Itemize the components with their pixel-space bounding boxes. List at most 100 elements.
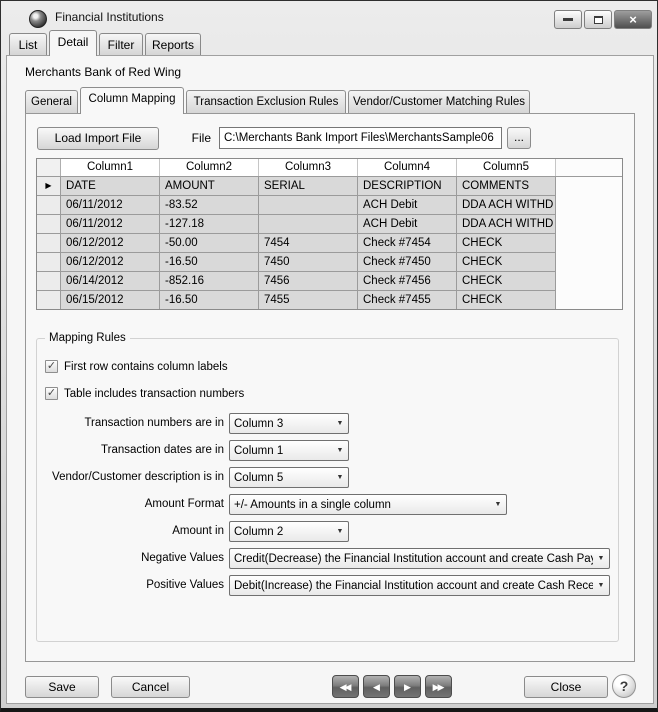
minimize-icon [563, 18, 573, 21]
table-cell[interactable]: ACH Debit [358, 196, 457, 215]
table-cell[interactable]: CHECK [457, 234, 556, 253]
row-selector-cell[interactable] [37, 253, 61, 272]
grid-header-filler [556, 159, 622, 176]
table-cell[interactable] [259, 215, 358, 234]
tab-detail[interactable]: Detail [49, 30, 97, 56]
close-button[interactable]: Close [524, 676, 608, 698]
table-row[interactable]: 06/11/2012 -83.52 ACH Debit DDA ACH WITH… [37, 196, 622, 215]
first-row-labels-checkbox[interactable]: ✓ [45, 360, 58, 373]
column-header[interactable]: Column4 [358, 159, 457, 176]
table-cell[interactable]: 06/15/2012 [61, 291, 160, 309]
amount-in-select[interactable]: Column 2 ▼ [229, 521, 349, 542]
file-path-input[interactable] [219, 127, 502, 149]
tab-list[interactable]: List [9, 33, 47, 55]
table-cell[interactable] [259, 196, 358, 215]
transaction-numbers-checkbox[interactable]: ✓ [45, 387, 58, 400]
table-cell[interactable]: SERIAL [259, 177, 358, 196]
grid-selector-header[interactable] [37, 159, 61, 176]
table-cell[interactable]: CHECK [457, 272, 556, 291]
minimize-button[interactable] [554, 10, 582, 29]
table-cell[interactable]: 7450 [259, 253, 358, 272]
tab-transaction-exclusion-rules[interactable]: Transaction Exclusion Rules [186, 90, 346, 113]
row-selector-cell[interactable] [37, 196, 61, 215]
row-selector-cell[interactable] [37, 291, 61, 309]
table-cell[interactable]: 06/12/2012 [61, 234, 160, 253]
tab-reports[interactable]: Reports [145, 33, 201, 55]
transaction-numbers-checkbox-label[interactable]: Table includes transaction numbers [64, 387, 245, 400]
table-cell[interactable]: -127.18 [160, 215, 259, 234]
vendor-customer-description-select[interactable]: Column 5 ▼ [229, 467, 349, 488]
previous-record-button[interactable]: ◀ [363, 675, 390, 698]
table-row[interactable]: 06/12/2012 -16.50 7450 Check #7450 CHECK [37, 253, 622, 272]
tab-general[interactable]: General [25, 90, 78, 113]
grid-row-filler [556, 291, 622, 309]
table-row[interactable]: 06/11/2012 -127.18 ACH Debit DDA ACH WIT… [37, 215, 622, 234]
cancel-button[interactable]: Cancel [111, 676, 190, 698]
dropdown-arrow-icon: ▼ [494, 501, 502, 508]
column-header[interactable]: Column1 [61, 159, 160, 176]
grid-header-row: Column1 Column2 Column3 Column4 Column5 [37, 159, 622, 177]
browse-button[interactable]: ... [507, 127, 531, 149]
row-selector-cell[interactable] [37, 234, 61, 253]
last-record-button[interactable]: ▶▶ [425, 675, 452, 698]
table-cell[interactable]: Check #7455 [358, 291, 457, 309]
help-button[interactable]: ? [612, 674, 636, 698]
table-cell[interactable]: -50.00 [160, 234, 259, 253]
column-header[interactable]: Column2 [160, 159, 259, 176]
record-title: Merchants Bank of Red Wing [25, 65, 182, 79]
table-cell[interactable]: 7456 [259, 272, 358, 291]
table-cell[interactable]: DATE [61, 177, 160, 196]
row-selector-cell[interactable] [37, 272, 61, 291]
dropdown-arrow-icon: ▼ [597, 555, 605, 562]
close-window-button[interactable]: × [614, 10, 652, 29]
dropdown-arrow-icon: ▼ [336, 528, 344, 535]
tab-filter[interactable]: Filter [99, 33, 143, 55]
table-cell[interactable]: 06/11/2012 [61, 196, 160, 215]
table-cell[interactable]: Check #7456 [358, 272, 457, 291]
maximize-button[interactable] [584, 10, 612, 29]
table-cell[interactable]: DESCRIPTION [358, 177, 457, 196]
table-cell[interactable]: Check #7454 [358, 234, 457, 253]
table-cell[interactable]: 06/12/2012 [61, 253, 160, 272]
table-cell[interactable]: 06/11/2012 [61, 215, 160, 234]
table-cell[interactable]: -16.50 [160, 291, 259, 309]
table-cell[interactable]: CHECK [457, 291, 556, 309]
table-cell[interactable]: COMMENTS [457, 177, 556, 196]
row-selector-cell[interactable] [37, 215, 61, 234]
table-cell[interactable]: -16.50 [160, 253, 259, 272]
grid-row-filler [556, 177, 622, 196]
tab-vendor-customer-matching-rules[interactable]: Vendor/Customer Matching Rules [348, 90, 530, 113]
table-cell[interactable]: DDA ACH WITHD [457, 215, 556, 234]
table-row[interactable]: ▶ DATE AMOUNT SERIAL DESCRIPTION COMMENT… [37, 177, 622, 196]
table-row[interactable]: 06/14/2012 -852.16 7456 Check #7456 CHEC… [37, 272, 622, 291]
load-import-file-button[interactable]: Load Import File [37, 127, 159, 150]
first-record-button[interactable]: ◀◀ [332, 675, 359, 698]
column-header[interactable]: Column3 [259, 159, 358, 176]
column-header[interactable]: Column5 [457, 159, 556, 176]
table-row[interactable]: 06/15/2012 -16.50 7455 Check #7455 CHECK [37, 291, 622, 309]
table-row[interactable]: 06/12/2012 -50.00 7454 Check #7454 CHECK [37, 234, 622, 253]
table-cell[interactable]: 06/14/2012 [61, 272, 160, 291]
title-bar[interactable]: Financial Institutions × [1, 1, 657, 31]
table-cell[interactable]: 7455 [259, 291, 358, 309]
table-cell[interactable]: AMOUNT [160, 177, 259, 196]
table-cell[interactable]: ACH Debit [358, 215, 457, 234]
row-selector-cell[interactable]: ▶ [37, 177, 61, 196]
first-row-labels-checkbox-label[interactable]: First row contains column labels [64, 360, 228, 373]
positive-values-select[interactable]: Debit(Increase) the Financial Institutio… [229, 575, 610, 596]
transaction-dates-column-select[interactable]: Column 1 ▼ [229, 440, 349, 461]
next-record-button[interactable]: ▶ [394, 675, 421, 698]
table-cell[interactable]: 7454 [259, 234, 358, 253]
table-cell[interactable]: Check #7450 [358, 253, 457, 272]
vendor-customer-description-label: Vendor/Customer description is in [52, 471, 224, 483]
app-icon [29, 10, 47, 28]
table-cell[interactable]: -83.52 [160, 196, 259, 215]
table-cell[interactable]: -852.16 [160, 272, 259, 291]
table-cell[interactable]: DDA ACH WITHD [457, 196, 556, 215]
transaction-numbers-column-select[interactable]: Column 3 ▼ [229, 413, 349, 434]
tab-column-mapping[interactable]: Column Mapping [80, 87, 184, 114]
negative-values-select[interactable]: Credit(Decrease) the Financial Instituti… [229, 548, 610, 569]
amount-format-select[interactable]: +/- Amounts in a single column ▼ [229, 494, 507, 515]
save-button[interactable]: Save [25, 676, 99, 698]
table-cell[interactable]: CHECK [457, 253, 556, 272]
